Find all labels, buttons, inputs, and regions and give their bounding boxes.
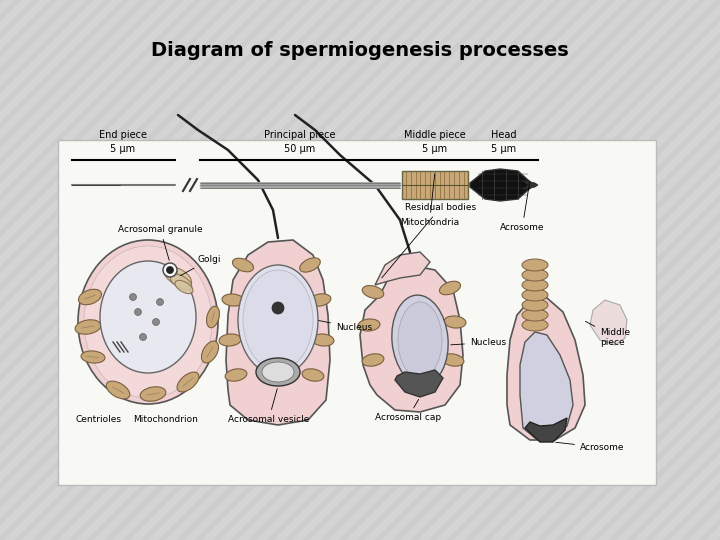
Ellipse shape bbox=[75, 320, 101, 334]
Ellipse shape bbox=[398, 302, 442, 378]
Ellipse shape bbox=[78, 240, 218, 404]
Text: Acrosomal vesicle: Acrosomal vesicle bbox=[228, 389, 310, 424]
Ellipse shape bbox=[177, 372, 199, 392]
Text: Acrosome: Acrosome bbox=[556, 442, 624, 452]
Text: Middle
piece: Middle piece bbox=[585, 321, 630, 347]
Text: Head: Head bbox=[491, 130, 517, 140]
Ellipse shape bbox=[522, 289, 548, 301]
Ellipse shape bbox=[439, 281, 461, 295]
Ellipse shape bbox=[107, 381, 130, 399]
Ellipse shape bbox=[522, 299, 548, 311]
Ellipse shape bbox=[444, 316, 466, 328]
Ellipse shape bbox=[362, 354, 384, 366]
Text: Middle piece: Middle piece bbox=[404, 130, 466, 140]
Ellipse shape bbox=[392, 295, 448, 385]
Ellipse shape bbox=[166, 267, 174, 273]
Ellipse shape bbox=[164, 267, 192, 287]
Ellipse shape bbox=[300, 258, 320, 272]
Ellipse shape bbox=[175, 280, 193, 294]
Text: 50 µm: 50 µm bbox=[284, 144, 315, 154]
Ellipse shape bbox=[219, 334, 241, 346]
Ellipse shape bbox=[362, 286, 384, 299]
Text: Residual bodies: Residual bodies bbox=[382, 203, 476, 278]
Ellipse shape bbox=[170, 274, 192, 290]
Text: Diagram of spermiogenesis processes: Diagram of spermiogenesis processes bbox=[151, 40, 569, 59]
Ellipse shape bbox=[522, 279, 548, 291]
Polygon shape bbox=[470, 169, 534, 201]
Ellipse shape bbox=[262, 362, 294, 382]
Ellipse shape bbox=[222, 294, 244, 306]
Text: Golgi: Golgi bbox=[181, 255, 222, 275]
Ellipse shape bbox=[130, 294, 137, 300]
Ellipse shape bbox=[309, 294, 331, 306]
Text: Principal piece: Principal piece bbox=[264, 130, 336, 140]
Ellipse shape bbox=[163, 263, 177, 277]
Ellipse shape bbox=[140, 334, 146, 341]
Text: 5 µm: 5 µm bbox=[423, 144, 448, 154]
Text: Mitochondrion: Mitochondrion bbox=[134, 415, 199, 424]
Bar bbox=[402, 171, 468, 199]
Polygon shape bbox=[507, 298, 585, 440]
Ellipse shape bbox=[522, 319, 548, 331]
Polygon shape bbox=[226, 240, 330, 425]
Ellipse shape bbox=[81, 351, 105, 363]
Ellipse shape bbox=[243, 270, 313, 370]
Text: 5 µm: 5 µm bbox=[492, 144, 516, 154]
Text: Centrioles: Centrioles bbox=[75, 415, 121, 424]
Text: Nucleus: Nucleus bbox=[319, 321, 372, 332]
Ellipse shape bbox=[135, 308, 142, 315]
Ellipse shape bbox=[522, 269, 548, 281]
Text: Acrosomal granule: Acrosomal granule bbox=[118, 225, 202, 260]
Ellipse shape bbox=[202, 341, 219, 363]
Text: Acrosomal cap: Acrosomal cap bbox=[375, 400, 441, 422]
Ellipse shape bbox=[358, 319, 380, 331]
Polygon shape bbox=[520, 332, 573, 438]
Ellipse shape bbox=[238, 265, 318, 375]
Ellipse shape bbox=[78, 289, 102, 305]
Polygon shape bbox=[360, 265, 463, 412]
Ellipse shape bbox=[225, 369, 247, 381]
Text: Acrosome: Acrosome bbox=[500, 183, 544, 232]
Ellipse shape bbox=[302, 369, 324, 381]
Text: End piece: End piece bbox=[99, 130, 147, 140]
Ellipse shape bbox=[233, 258, 253, 272]
Polygon shape bbox=[525, 418, 567, 442]
Ellipse shape bbox=[207, 306, 220, 328]
Ellipse shape bbox=[140, 387, 166, 401]
Ellipse shape bbox=[100, 261, 196, 373]
Text: 5 µm: 5 µm bbox=[110, 144, 135, 154]
Ellipse shape bbox=[153, 319, 160, 326]
Text: Mitochondria: Mitochondria bbox=[400, 174, 459, 227]
Ellipse shape bbox=[84, 246, 212, 398]
Ellipse shape bbox=[522, 259, 548, 271]
Ellipse shape bbox=[256, 358, 300, 386]
Polygon shape bbox=[590, 300, 627, 345]
Ellipse shape bbox=[156, 299, 163, 306]
Text: Nucleus: Nucleus bbox=[451, 338, 506, 347]
Polygon shape bbox=[375, 252, 430, 285]
Ellipse shape bbox=[272, 302, 284, 314]
Polygon shape bbox=[395, 370, 443, 397]
Polygon shape bbox=[522, 180, 538, 190]
Ellipse shape bbox=[312, 334, 334, 346]
Ellipse shape bbox=[442, 354, 464, 366]
Ellipse shape bbox=[522, 309, 548, 321]
FancyBboxPatch shape bbox=[58, 140, 656, 485]
